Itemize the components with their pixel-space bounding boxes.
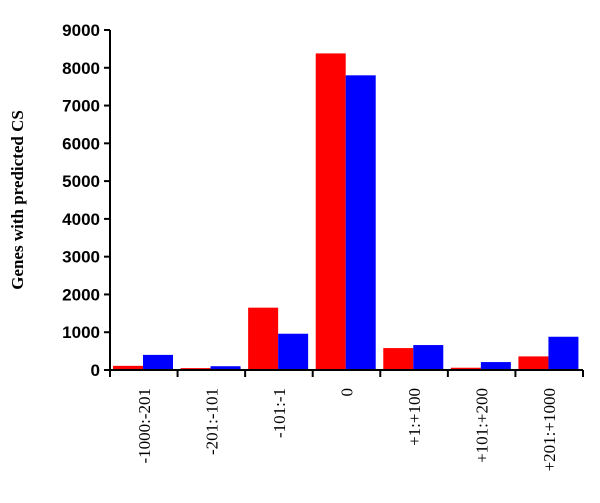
- y-tick-label: 0: [91, 361, 100, 380]
- x-tick-label: -201:-101: [202, 388, 221, 455]
- y-tick-label: 2000: [62, 285, 100, 304]
- x-tick-label: +1:+100: [405, 388, 424, 446]
- bar-series-1-cat-6: [450, 367, 481, 370]
- bar-series-1-cat-5: [383, 348, 414, 370]
- x-tick-label: 0: [338, 388, 357, 397]
- bar-series-1-cat-4: [315, 53, 346, 371]
- bar-series-2-cat-6: [480, 362, 511, 370]
- y-tick-label: 3000: [62, 248, 100, 267]
- y-tick-label: 9000: [62, 21, 100, 40]
- x-tick-label: +201:+1000: [540, 388, 559, 471]
- bar-series-1-cat-3: [248, 307, 279, 370]
- x-tick-label: -1000:-201: [135, 388, 154, 464]
- y-tick-label: 6000: [62, 134, 100, 153]
- bar-series-2-cat-4: [345, 75, 376, 370]
- bar-series-1-cat-1: [113, 365, 143, 370]
- bar-series-2-cat-3: [278, 333, 309, 370]
- y-tick-label: 8000: [62, 59, 100, 78]
- bar-series-2-cat-1: [143, 354, 173, 370]
- y-tick-label: 7000: [62, 97, 100, 116]
- y-tick-label: 4000: [62, 210, 100, 229]
- bar-series-2-cat-5: [413, 345, 444, 370]
- y-tick-label: 5000: [62, 172, 100, 191]
- x-tick-label: +101:+200: [473, 388, 492, 463]
- plot-area: 0 1000 2000 3000 4000 5000 6000 7000 8000 9000 -10…: [62, 21, 584, 471]
- bar-series-1-cat-7: [518, 356, 549, 370]
- y-axis-label: Genes with predicted CS: [8, 110, 27, 290]
- y-tick-label: 1000: [62, 323, 100, 342]
- bar-series-2-cat-2: [210, 366, 241, 370]
- x-tick-label: -101:-1: [270, 388, 289, 438]
- bar-series-2-cat-7: [548, 336, 579, 370]
